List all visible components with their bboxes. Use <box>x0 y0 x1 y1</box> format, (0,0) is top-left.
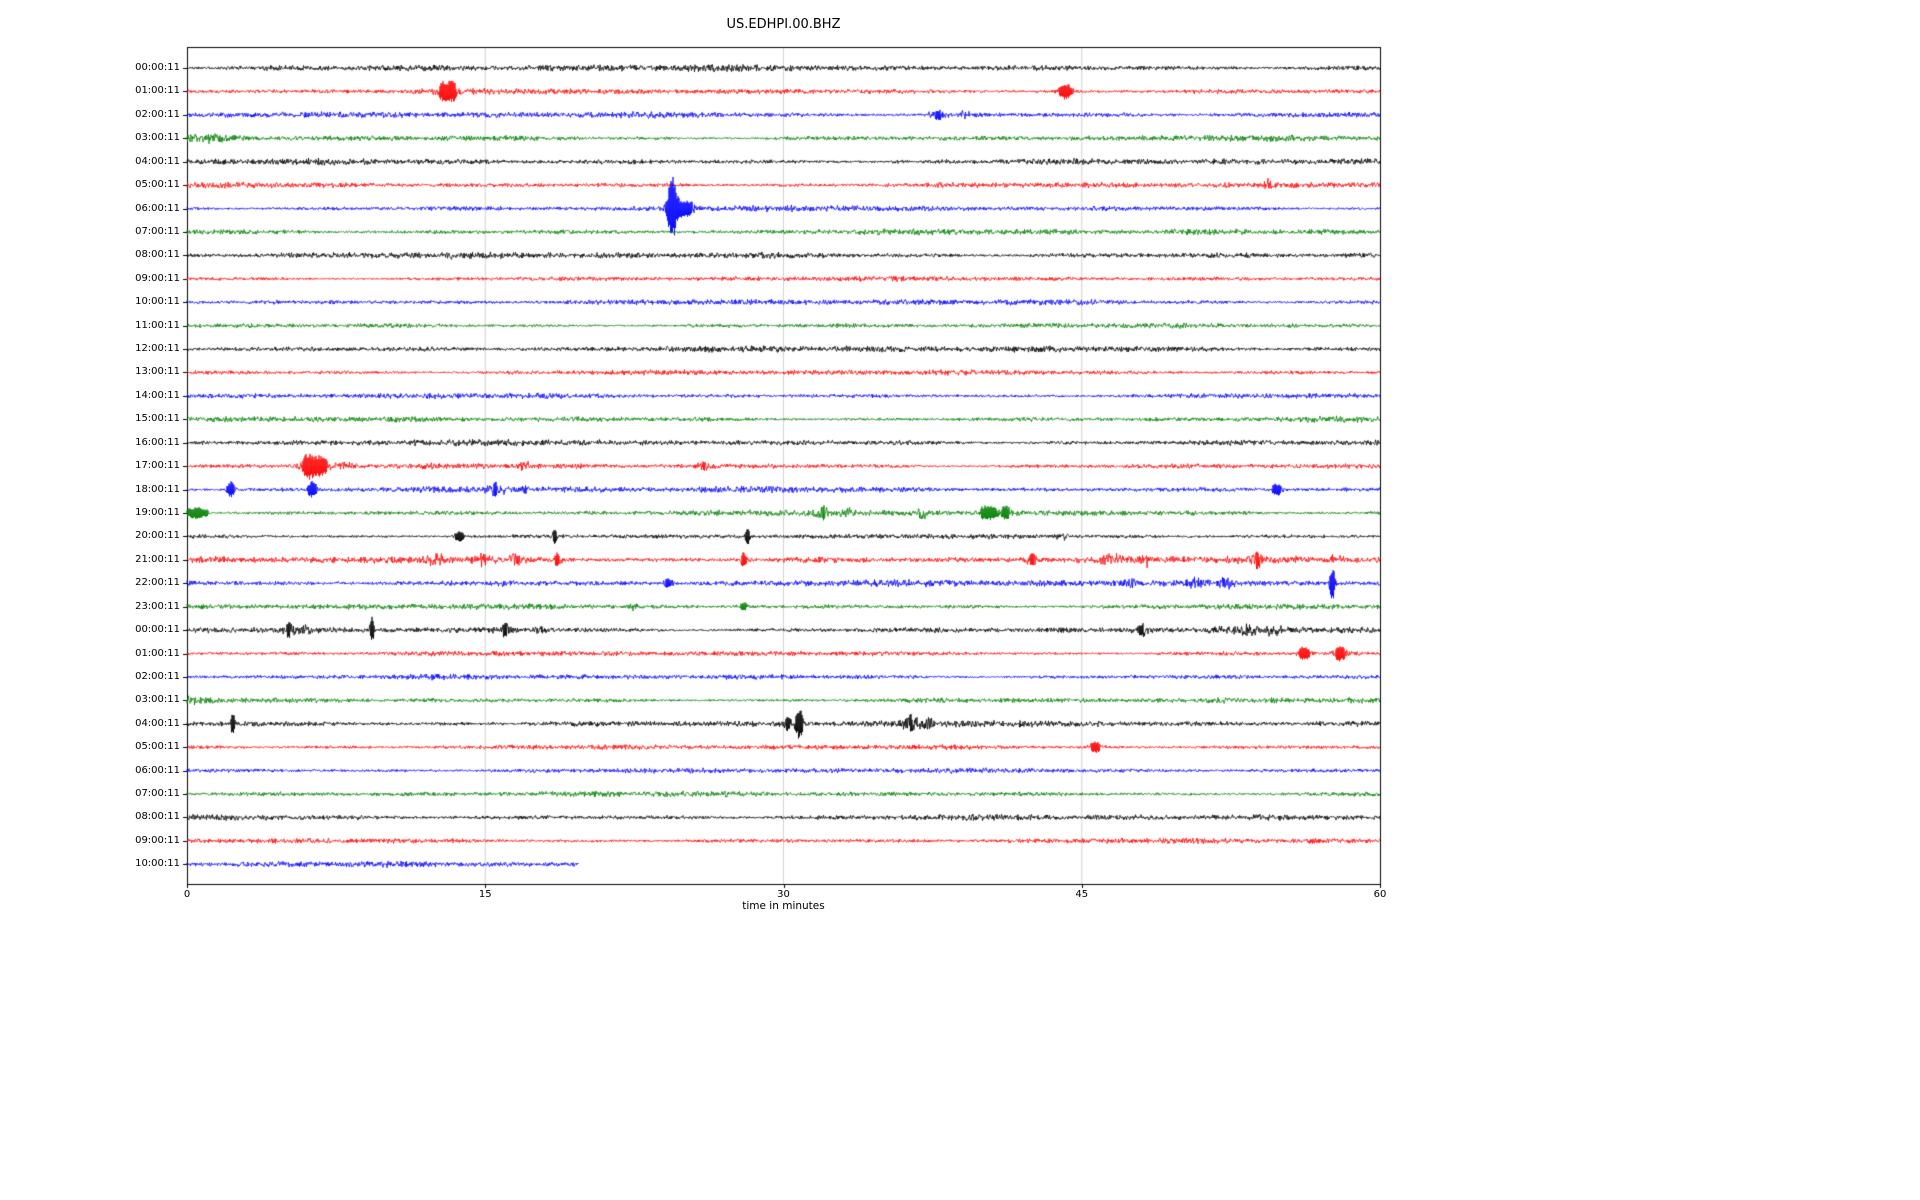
y-axis-label: 00:00:11 <box>135 62 180 73</box>
y-axis-label: 02:00:11 <box>135 108 180 120</box>
x-axis-tick-label: 30 <box>777 889 790 900</box>
y-axis-label: 02:00:11 <box>135 670 180 682</box>
y-axis-label: 20:00:11 <box>135 530 180 542</box>
y-axis-label: 04:00:11 <box>135 717 180 729</box>
y-axis-label: 19:00:11 <box>135 506 180 518</box>
y-axis-label: 06:00:11 <box>135 764 180 776</box>
x-axis-tick-label: 15 <box>478 889 492 900</box>
y-axis-label: 05:00:11 <box>135 179 180 191</box>
y-axis-label: 14:00:11 <box>135 389 180 401</box>
x-axis-tick-label: 45 <box>1075 889 1089 900</box>
y-axis-label: 09:00:11 <box>135 272 180 284</box>
y-axis-label: 01:00:11 <box>135 85 180 97</box>
y-axis-label: 18:00:11 <box>135 483 180 495</box>
y-axis-label: 03:00:11 <box>135 132 180 144</box>
y-axis-label: 05:00:11 <box>135 741 180 753</box>
y-axis-label: 03:00:11 <box>135 694 180 706</box>
y-axis-label: 12:00:11 <box>135 343 180 355</box>
x-axis-tick-label: 0 <box>183 889 191 900</box>
y-axis-label: 17:00:11 <box>135 460 180 472</box>
y-axis-label: 13:00:11 <box>135 366 180 378</box>
y-axis-label: 07:00:11 <box>135 788 180 800</box>
y-axis-label: 07:00:11 <box>135 225 180 237</box>
y-axis-label: 11:00:11 <box>135 319 180 331</box>
x-axis-title: time in minutes <box>742 900 825 912</box>
y-axis-label: 08:00:11 <box>135 811 180 823</box>
y-axis-label: 09:00:11 <box>135 834 180 846</box>
y-axis-label: 16:00:11 <box>135 436 180 448</box>
y-axis-label: 01:00:11 <box>135 647 180 659</box>
y-axis-label: 10:00:11 <box>135 296 180 308</box>
y-axis-label: 00:00:11 <box>135 624 180 636</box>
y-axis-label: 08:00:11 <box>135 249 180 261</box>
y-axis-label: 15:00:11 <box>135 413 180 425</box>
y-axis-label: 06:00:11 <box>135 202 180 214</box>
y-axis-label: 10:00:11 <box>135 858 180 870</box>
y-axis-label: 23:00:11 <box>135 600 180 612</box>
y-axis-label: 22:00:11 <box>135 577 180 589</box>
y-axis-label: 04:00:11 <box>135 155 180 167</box>
x-axis-tick-label: 60 <box>1373 889 1387 900</box>
y-axis-label: 21:00:11 <box>135 553 180 565</box>
